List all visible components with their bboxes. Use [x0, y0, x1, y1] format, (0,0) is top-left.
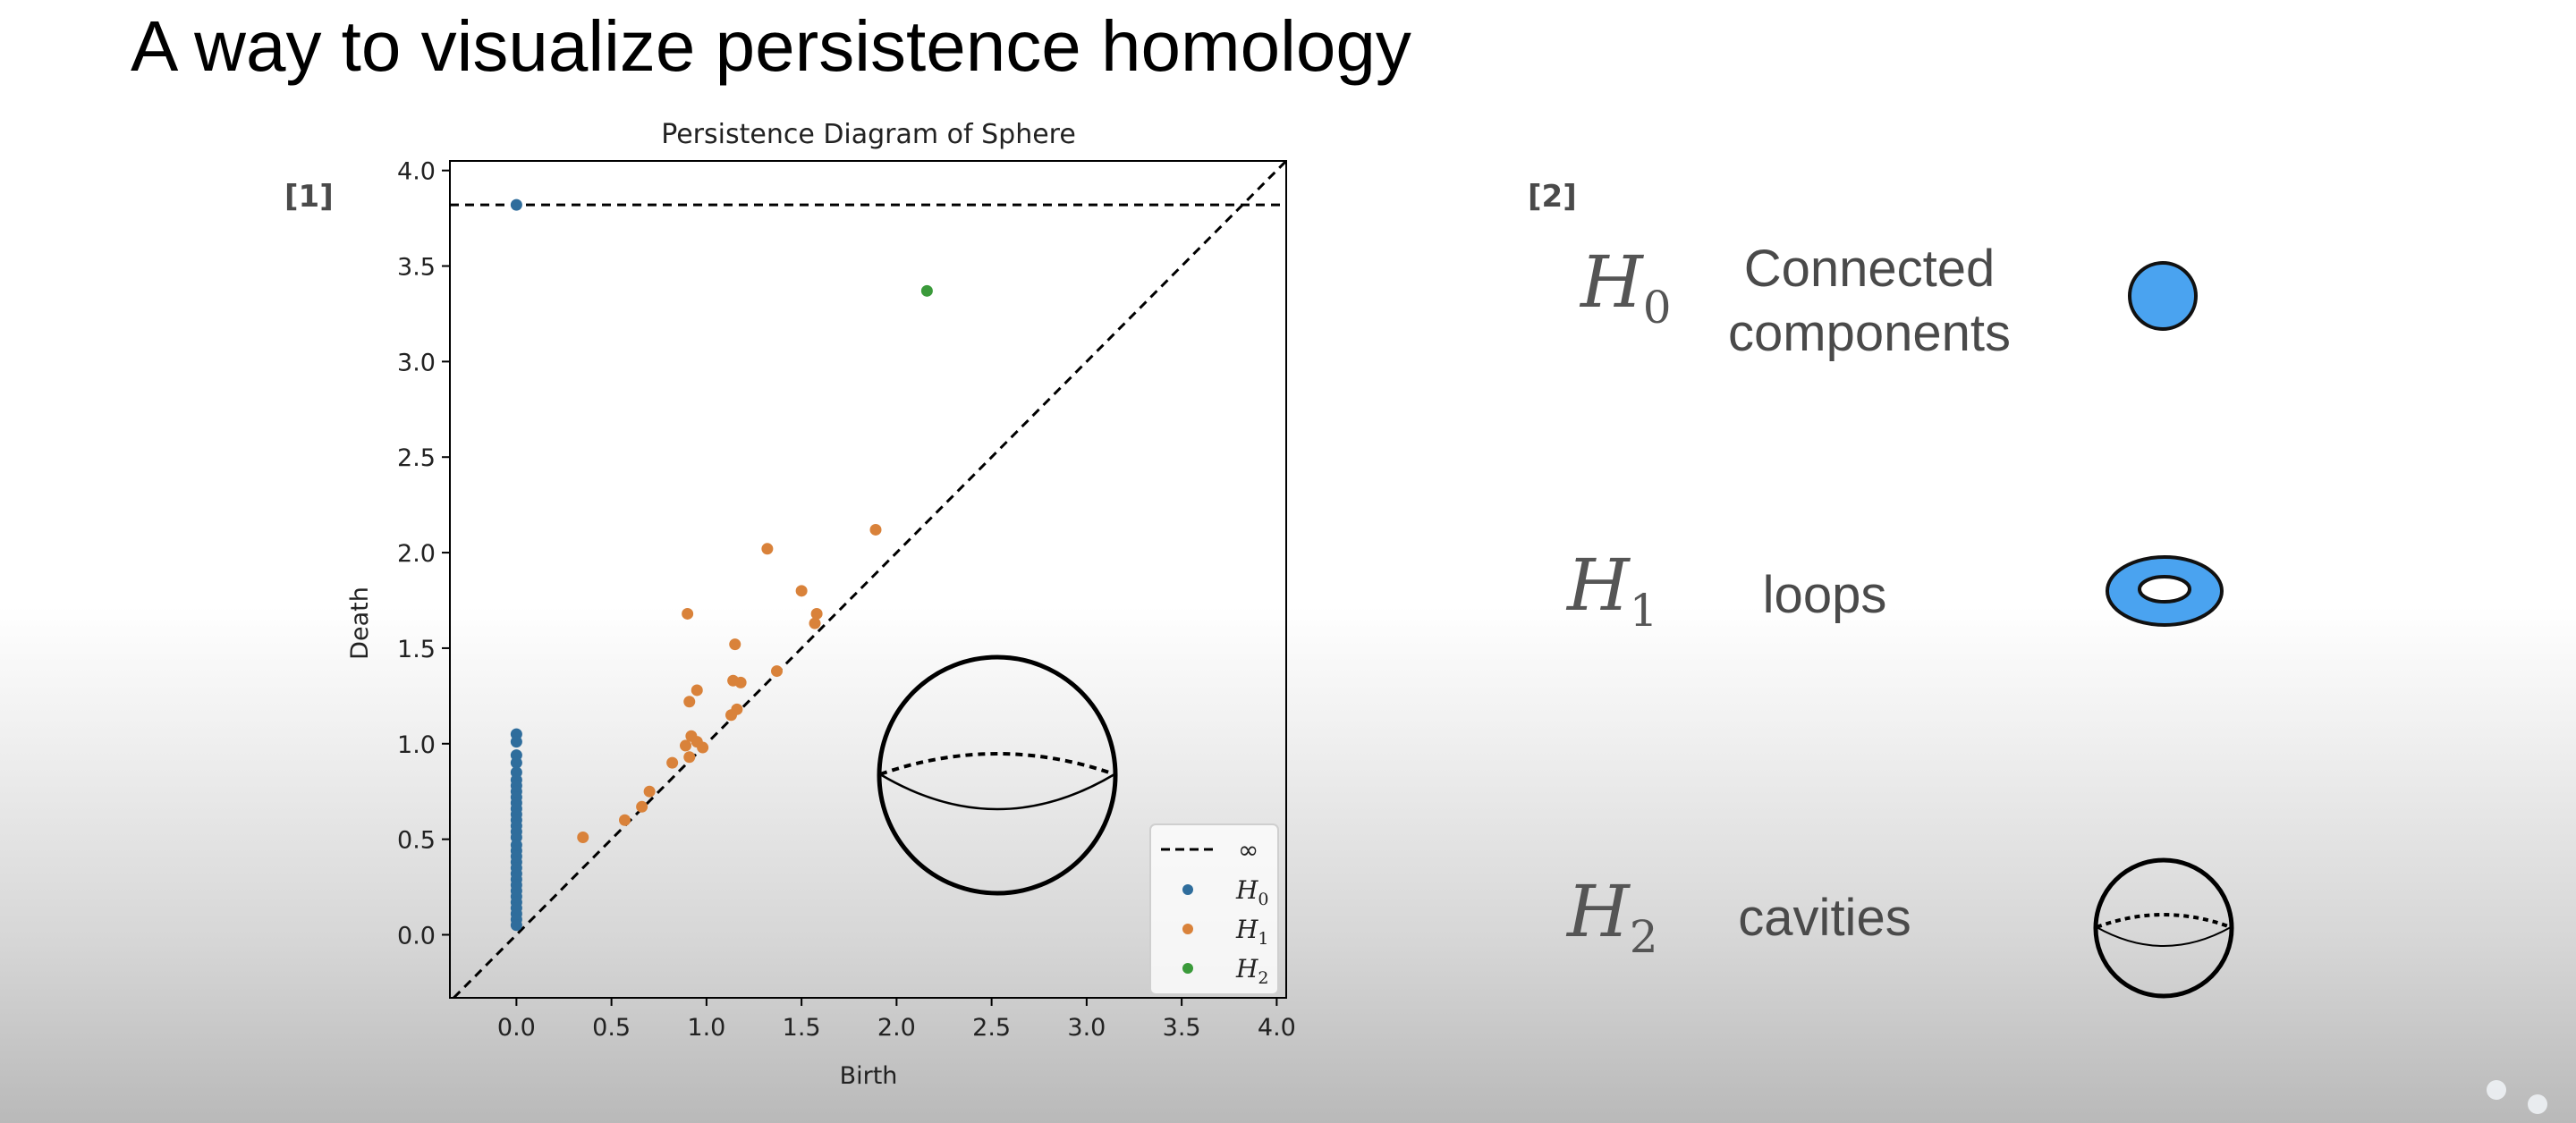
legend-h0-swatch [1182, 884, 1193, 895]
torus-ring-icon [2106, 555, 2224, 627]
point-h1 [577, 831, 589, 843]
point-h0 [510, 198, 522, 211]
x-tick-label: 2.5 [972, 1014, 1011, 1042]
homology-label-h0: Connected components [1728, 240, 2011, 362]
y-tick-label: 0.0 [397, 922, 436, 950]
chart-title: Persistence Diagram of Sphere [661, 119, 1076, 150]
reference-marker-1: [1] [284, 179, 334, 215]
point-h0 [510, 736, 522, 748]
nav-dot [2487, 1080, 2506, 1100]
reference-marker-2: [2] [1528, 179, 1577, 215]
x-tick-label: 3.5 [1163, 1014, 1201, 1042]
sphere-illustration [877, 654, 1118, 896]
filled-circle-icon [2128, 261, 2198, 331]
x-tick-label: 1.0 [687, 1014, 725, 1042]
point-h1 [683, 751, 696, 764]
homology-symbol-h1: H1 [1567, 544, 1658, 637]
legend-h1-label: H1 [1235, 915, 1269, 949]
point-h1 [680, 739, 691, 752]
homology-label-h2: cavities [1738, 889, 1911, 947]
y-tick-label: 3.0 [397, 349, 436, 376]
y-tick-label: 2.0 [397, 540, 436, 568]
sphere-outline [877, 654, 1118, 896]
x-axis-label: Birth [840, 1062, 898, 1090]
homology-symbol-h2: H2 [1567, 870, 1658, 963]
point-h1 [691, 684, 703, 697]
x-tick-label: 3.0 [1067, 1014, 1106, 1042]
point-h1 [729, 638, 741, 651]
plot-frame [449, 160, 1287, 999]
slide-navigation-dots [2451, 1080, 2558, 1116]
point-h1 [795, 585, 808, 597]
point-h2 [920, 284, 933, 297]
point-h1 [636, 800, 648, 813]
point-h1 [643, 785, 656, 798]
point-h1 [734, 676, 747, 688]
x-tick-label: 4.0 [1258, 1014, 1296, 1042]
legend-infinity-label: ∞ [1238, 835, 1258, 865]
y-tick-label: 1.0 [397, 731, 436, 759]
y-tick-label: 2.5 [397, 444, 436, 472]
x-tick-label: 0.0 [497, 1014, 536, 1042]
legend-box [1149, 823, 1279, 995]
point-h1 [809, 617, 821, 629]
y-tick-label: 3.5 [397, 254, 436, 282]
legend-h0-label: H0 [1235, 875, 1269, 909]
plot-area: 0.0 0.5 1.0 1.5 2.0 2.5 3.0 3.5 4.0 0.0 0.5 1.0 1.5 2… [397, 158, 1296, 1042]
x-tick-label: 0.5 [592, 1014, 631, 1042]
y-tick-label: 4.0 [397, 158, 436, 186]
point-h1 [666, 756, 679, 769]
x-tick-label: 1.5 [783, 1014, 821, 1042]
hollow-sphere-icon [2093, 857, 2234, 999]
homology-symbol-h0: H0 [1580, 241, 1672, 334]
point-h1 [869, 523, 882, 536]
point-h1 [771, 665, 783, 678]
point-h1 [682, 607, 694, 620]
point-h1 [683, 696, 696, 708]
point-h1 [725, 709, 737, 722]
point-h1 [761, 543, 774, 555]
sphere-equator-back [879, 752, 1115, 776]
point-h1 [810, 607, 823, 620]
homology-label-h1: loops [1762, 566, 1887, 624]
nav-dot [2528, 1094, 2547, 1114]
point-h1 [619, 814, 631, 826]
sphere-equator-front [879, 773, 1115, 811]
persistence-diagram-chart: Persistence Diagram of Sphere 0.0 0.5 1.0 1… [346, 119, 1296, 1090]
y-tick-label: 1.5 [397, 636, 436, 663]
legend-h2-swatch [1182, 963, 1193, 974]
chart-legend: ∞ H0 H1 H2 [1149, 823, 1279, 995]
y-axis-label: Death [346, 587, 374, 660]
slide-title: A way to visualize persistence homology [131, 6, 1411, 86]
legend-h2-label: H2 [1235, 954, 1269, 988]
y-tick-label: 0.5 [397, 827, 436, 855]
legend-h1-swatch [1182, 924, 1193, 934]
point-h0 [510, 756, 522, 769]
x-tick-label: 2.0 [877, 1014, 916, 1042]
point-h1 [697, 741, 709, 754]
point-h0 [510, 919, 522, 932]
